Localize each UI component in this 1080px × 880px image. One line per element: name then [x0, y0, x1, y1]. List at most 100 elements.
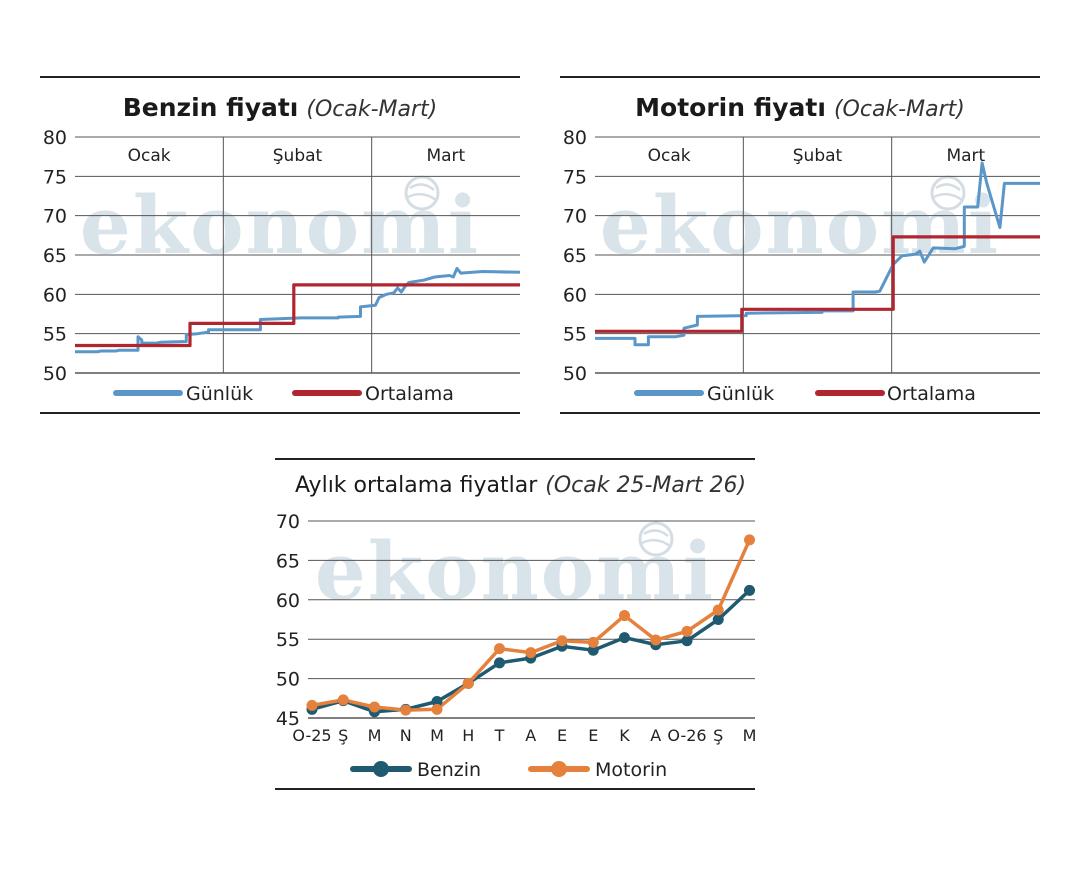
legend-marker: [551, 761, 567, 777]
x-tick-label: H: [462, 726, 474, 745]
motorin-point: [556, 635, 568, 647]
benzin-point: [587, 644, 599, 656]
legend-item-benzin: Benzin: [350, 759, 481, 781]
benzin-point: [619, 632, 630, 644]
chart-title: Motorin fiyatı (Ocak-Mart): [635, 93, 965, 122]
motorin-point: [494, 643, 505, 655]
motorin-point: [462, 677, 474, 689]
watermark-globe-icon: [638, 521, 674, 557]
legend: Günlük Ortalama: [634, 383, 976, 405]
x-tick-label: K: [619, 726, 630, 745]
y-tick-label: 75: [43, 166, 67, 188]
legend-item-daily: Günlük: [113, 383, 253, 405]
series: [595, 161, 1040, 347]
motorin-point: [369, 701, 380, 713]
x-tick-label: O-26: [667, 726, 706, 745]
motorin-point: [681, 625, 693, 637]
legend: Benzin Motorin: [350, 759, 667, 781]
legend-label: Benzin: [417, 759, 481, 781]
x-tick-label: A: [650, 726, 661, 745]
section-label: Ocak: [648, 146, 691, 166]
y-tick-label: 70: [276, 511, 300, 533]
y-tick-label: 60: [43, 284, 67, 306]
daily-price-line: [595, 161, 1040, 347]
chart-title: Benzin fiyatı (Ocak-Mart): [123, 93, 438, 122]
x-tick-label: M: [368, 726, 382, 745]
watermark-globe-icon: [930, 175, 966, 211]
benzin-point: [431, 695, 443, 707]
watermark-globe-icon: [404, 175, 440, 211]
legend: Günlük Ortalama: [113, 383, 454, 405]
x-tick-label: O-25: [292, 726, 331, 745]
legend-item-average: Ortalama: [292, 383, 454, 405]
watermark-text: ekonomi: [315, 524, 715, 618]
x-axis: O-25 Ş M N M H T A E E K A O-26 Ş M: [292, 726, 756, 745]
y-tick-label: 55: [276, 629, 300, 651]
y-tick-label: 45: [276, 708, 300, 730]
benzin-point: [494, 657, 505, 669]
x-tick-label: N: [400, 726, 412, 745]
watermark: ekonomi: [80, 175, 480, 272]
x-tick-label: Ş: [338, 726, 348, 745]
x-tick-label: A: [525, 726, 536, 745]
section-label: Mart: [946, 146, 985, 166]
legend-item-daily: Günlük: [634, 383, 774, 405]
series: [75, 266, 521, 354]
watermark-text: ekonomi: [600, 178, 1000, 272]
motorin-point: [525, 647, 537, 659]
motorin-point: [744, 534, 755, 546]
y-tick-label: 55: [43, 324, 67, 346]
legend-item-average: Ortalama: [815, 383, 976, 405]
section-label: Şubat: [793, 146, 843, 166]
legend-label: Ortalama: [365, 383, 454, 405]
y-axis: 80 75 70 65 60 55 50: [43, 127, 520, 385]
motorin-price-chart: Motorin fiyatı (Ocak-Mart) ekonomi 80 75 70…: [560, 76, 1040, 414]
y-tick-label: 55: [563, 324, 587, 346]
average-price-line: [75, 283, 520, 348]
y-tick-label: 65: [276, 550, 300, 572]
legend-marker: [373, 761, 389, 777]
x-tick-label: T: [494, 726, 505, 745]
y-tick-label: 65: [563, 245, 587, 267]
y-tick-label: 65: [43, 245, 67, 267]
y-tick-label: 60: [563, 284, 587, 306]
benzin-price-chart: Benzin fiyatı (Ocak-Mart) ekonomi 80 75 70 6…: [40, 76, 521, 414]
y-tick-label: 70: [43, 206, 67, 228]
monthly-average-chart: Aylık ortalama fiyatlar (Ocak 25-Mart 26)…: [275, 458, 756, 790]
motorin-point: [337, 694, 349, 706]
series: [306, 534, 755, 718]
x-tick-label: M: [430, 726, 444, 745]
motorin-point: [431, 703, 443, 715]
y-tick-label: 50: [43, 363, 67, 385]
legend-label: Ortalama: [887, 383, 976, 405]
section-label: Şubat: [273, 146, 323, 166]
y-axis: 70 65 60 55 50 45: [276, 511, 755, 730]
y-axis: 80 75 70 65 60 55 50: [563, 127, 1040, 385]
motorin-point: [306, 699, 318, 711]
y-tick-label: 80: [563, 127, 587, 149]
daily-price-line: [75, 266, 521, 354]
chart-title: Aylık ortalama fiyatlar (Ocak 25-Mart 26): [295, 473, 746, 498]
watermark: ekonomi: [315, 521, 715, 618]
benzin-point: [712, 614, 724, 625]
y-tick-label: 80: [43, 127, 67, 149]
section-label: Mart: [426, 146, 465, 166]
y-tick-label: 60: [276, 590, 300, 612]
motorin-point: [650, 634, 662, 646]
average-price-line: [595, 235, 1040, 333]
watermark-text: ekonomi: [80, 178, 480, 272]
watermark: ekonomi: [600, 175, 1000, 272]
y-tick-label: 50: [276, 669, 300, 691]
y-tick-label: 70: [563, 206, 587, 228]
y-tick-label: 75: [563, 166, 587, 188]
section-label: Ocak: [128, 146, 171, 166]
x-tick-label: Ş: [713, 726, 723, 745]
legend-item-motorin: Motorin: [528, 759, 667, 781]
motorin-point: [619, 610, 630, 622]
y-tick-label: 50: [563, 363, 587, 385]
motorin-point: [712, 604, 724, 616]
month-sections: Ocak Şubat Mart: [648, 137, 986, 373]
x-tick-label: M: [743, 726, 757, 745]
month-sections: Ocak Şubat Mart: [128, 137, 466, 373]
x-tick-label: E: [588, 726, 598, 745]
